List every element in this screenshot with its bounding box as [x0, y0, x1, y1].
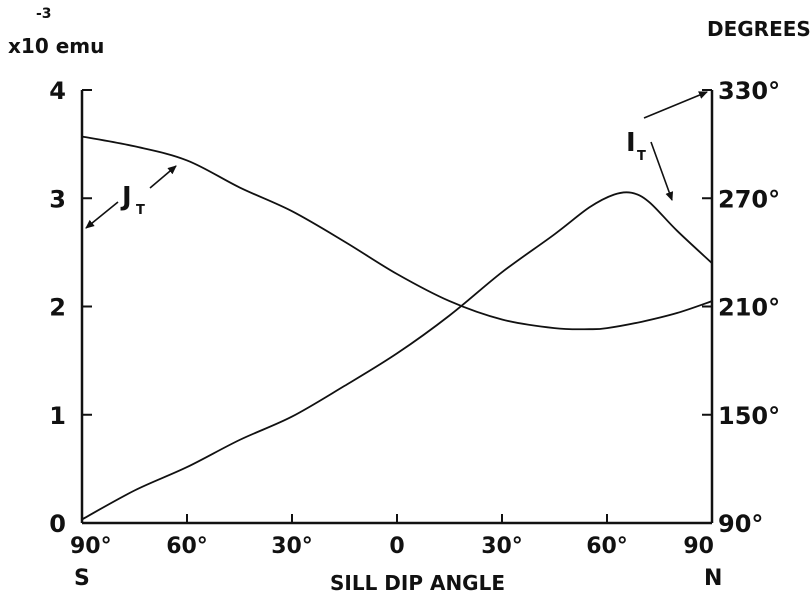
- left-axis-ticks: 0 1 2 3 4: [49, 77, 92, 538]
- x-tick-label: 30°: [481, 534, 523, 559]
- right-tick-label: 90°: [718, 510, 763, 538]
- x-tick-label: 60°: [586, 534, 628, 559]
- x-tick-label: 90°: [70, 534, 112, 559]
- x-tick-label: 90: [683, 534, 714, 559]
- left-tick-label: 3: [49, 185, 66, 213]
- series-label-i-subscript: T: [637, 149, 646, 164]
- right-tick-label: 210°: [718, 294, 780, 322]
- right-tick-label: 150°: [718, 402, 780, 430]
- right-tick-label: 270°: [718, 185, 780, 213]
- i-arrow-to-curve: [650, 141, 674, 201]
- series-label-j-name: J: [120, 182, 132, 212]
- left-axis-title: x10 emu: [8, 34, 104, 58]
- left-tick-label: 4: [49, 77, 66, 105]
- j-arrow-to-axis: [85, 201, 119, 229]
- j-arrow-to-curve: [149, 165, 177, 189]
- series-line-j: [81, 135, 713, 331]
- series-lines: [81, 135, 713, 521]
- left-axis-exponent: -3: [36, 6, 52, 22]
- left-tick-label: 2: [49, 294, 66, 322]
- right-axis-title: DEGREES: [707, 17, 811, 41]
- x-tick-label: 30°: [271, 534, 313, 559]
- x-axis-title: SILL DIP ANGLE: [330, 571, 505, 595]
- x-axis-ticks: 90° 60° 30° 0 30° 60° 90: [70, 514, 714, 559]
- right-tick-label: 330°: [718, 77, 780, 105]
- right-axis-ticks: 90° 150° 210° 270° 330°: [702, 77, 780, 538]
- series-label-j-subscript: T: [136, 203, 145, 218]
- left-tick-label: 0: [49, 510, 66, 538]
- series-line-i: [81, 191, 713, 521]
- x-tick-label: 60°: [166, 534, 208, 559]
- i-arrow-to-axis: [643, 91, 708, 119]
- x-end-label-left: S: [74, 566, 90, 591]
- series-label-i-name: I: [626, 128, 636, 158]
- x-end-label-right: N: [704, 566, 722, 591]
- left-tick-label: 1: [49, 402, 66, 430]
- x-tick-label: 0: [389, 534, 404, 559]
- series-label-i: I T: [626, 128, 646, 164]
- series-label-j: J T: [120, 182, 145, 218]
